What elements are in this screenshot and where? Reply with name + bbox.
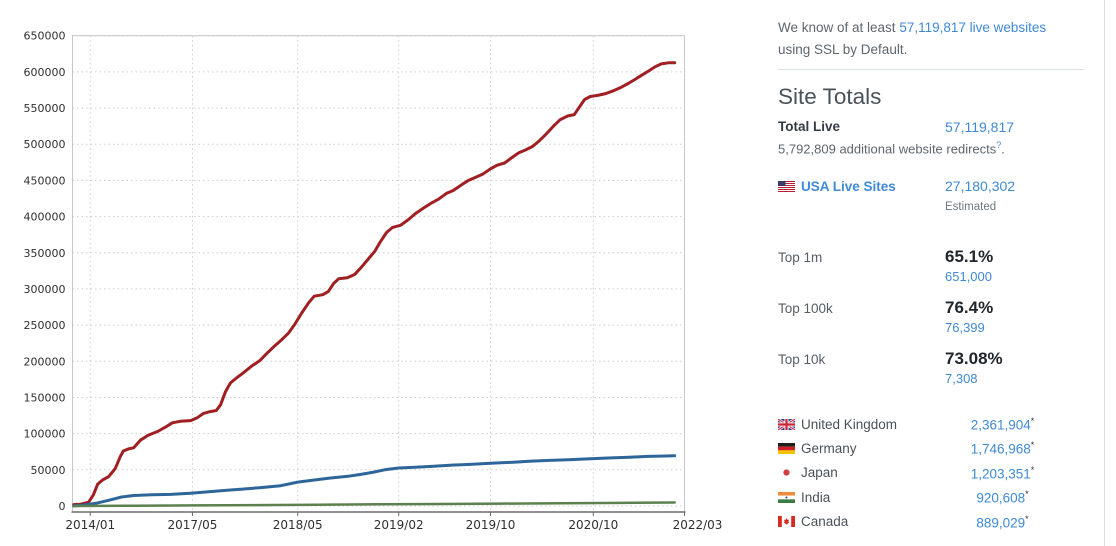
top-1m-percent: 65.1% bbox=[945, 247, 994, 266]
svg-text:150000: 150000 bbox=[24, 392, 66, 405]
total-live-row: Total Live 57,119,817 bbox=[778, 119, 1084, 135]
svg-text:50000: 50000 bbox=[31, 464, 66, 477]
svg-text:2014/01: 2014/01 bbox=[65, 518, 115, 532]
usa-estimated-note: Estimated bbox=[945, 201, 997, 213]
svg-text:600000: 600000 bbox=[24, 66, 66, 79]
country-value-link[interactable]: 889,029 bbox=[976, 515, 1026, 530]
usa-flag-icon bbox=[778, 181, 795, 192]
japan-flag-icon bbox=[778, 467, 795, 479]
svg-text:200000: 200000 bbox=[24, 355, 66, 368]
uk-flag-icon bbox=[778, 418, 795, 430]
country-value-link[interactable]: 1,203,351 bbox=[970, 466, 1031, 482]
top-100k-percent: 76.4% bbox=[945, 298, 994, 317]
top-10k-percent: 73.08% bbox=[945, 349, 1003, 368]
svg-text:100000: 100000 bbox=[24, 428, 66, 441]
svg-text:0: 0 bbox=[59, 500, 66, 513]
live-websites-link[interactable]: 57,119,817 live websites bbox=[899, 20, 1047, 35]
svg-text:250000: 250000 bbox=[24, 319, 66, 332]
country-totals-list: United Kingdom 2,361,904* Germany 1,746,… bbox=[778, 412, 1084, 534]
svg-text:400000: 400000 bbox=[24, 211, 66, 224]
redirects-text: 5,792,809 additional website redirects bbox=[778, 141, 997, 157]
top-100k-count[interactable]: 76,399 bbox=[945, 320, 985, 335]
svg-text:500000: 500000 bbox=[24, 138, 66, 151]
svg-text:300000: 300000 bbox=[24, 283, 66, 296]
redirects-help-link[interactable]: ? bbox=[996, 140, 1002, 150]
country-label: Canada bbox=[801, 514, 849, 530]
site-totals-panel: We know of at least 57,119,817 live webs… bbox=[778, 0, 1086, 546]
svg-text:650000: 650000 bbox=[24, 30, 66, 43]
intro-prefix: We know of at least bbox=[778, 20, 900, 35]
svg-text:550000: 550000 bbox=[24, 102, 66, 115]
page-right-border bbox=[1104, 0, 1105, 546]
intro-sentence: We know of at least 57,119,817 live webs… bbox=[778, 17, 1076, 60]
country-value-link[interactable]: 920,608 bbox=[976, 490, 1026, 506]
country-asterisk: * bbox=[1030, 464, 1035, 475]
country-label: United Kingdom bbox=[801, 416, 898, 432]
svg-text:2022/03: 2022/03 bbox=[673, 518, 723, 532]
country-label: India bbox=[801, 489, 831, 505]
country-row-canada: Canada 889,029* bbox=[778, 510, 1084, 534]
usa-live-sites-value[interactable]: 27,180,302 bbox=[945, 178, 1016, 194]
usa-live-sites-link[interactable]: USA Live Sites bbox=[801, 179, 896, 194]
redirects-note: 5,792,809 additional website redirects?. bbox=[778, 140, 1005, 156]
top-1m-row: Top 1m 65.1% 651,000 bbox=[778, 247, 1084, 286]
top-100k-row: Top 100k 76.4% 76,399 bbox=[778, 298, 1084, 337]
country-asterisk: * bbox=[1025, 513, 1029, 524]
ssl-trend-chart: 2014/01 2017/05 2018/05 2019/02 2019/10 2020/… bbox=[24, 30, 723, 532]
country-label: Japan bbox=[801, 465, 838, 481]
svg-text:2019/02: 2019/02 bbox=[374, 518, 424, 532]
germany-flag-icon bbox=[778, 443, 795, 455]
india-flag-icon bbox=[778, 491, 795, 503]
top-10k-row: Top 10k 73.08% 7,308 bbox=[778, 349, 1084, 388]
svg-text:450000: 450000 bbox=[24, 174, 66, 187]
svg-text:2017/05: 2017/05 bbox=[168, 518, 218, 532]
trend-line-chart-canvas: 2014/01 2017/05 2018/05 2019/02 2019/10 2020/… bbox=[24, 30, 723, 532]
svg-text:2020/10: 2020/10 bbox=[568, 518, 618, 532]
section-divider bbox=[778, 69, 1084, 70]
top-1m-label: Top 1m bbox=[778, 250, 823, 265]
top-1m-count[interactable]: 651,000 bbox=[945, 269, 992, 284]
top-10k-label: Top 10k bbox=[778, 352, 826, 367]
intro-suffix: using SSL by Default. bbox=[778, 41, 908, 57]
canada-flag-icon bbox=[778, 516, 795, 528]
top-10k-count[interactable]: 7,308 bbox=[945, 371, 978, 386]
country-value-link[interactable]: 1,746,968 bbox=[970, 441, 1031, 457]
country-row-india: India 920,608* bbox=[778, 485, 1084, 509]
usa-live-sites-row: USA Live Sites 27,180,302 bbox=[778, 178, 1084, 196]
svg-text:350000: 350000 bbox=[24, 247, 66, 260]
country-value-link[interactable]: 2,361,904 bbox=[970, 417, 1031, 433]
country-label: Germany bbox=[801, 441, 857, 457]
country-asterisk: * bbox=[1030, 440, 1035, 451]
country-asterisk: * bbox=[1030, 415, 1035, 426]
svg-text:2019/10: 2019/10 bbox=[466, 518, 516, 532]
top-100k-label: Top 100k bbox=[778, 301, 833, 316]
redirects-period: . bbox=[1001, 141, 1005, 157]
total-live-label: Total Live bbox=[778, 119, 841, 134]
country-asterisk: * bbox=[1025, 489, 1029, 500]
site-totals-heading: Site Totals bbox=[778, 84, 882, 109]
country-row-germany: Germany 1,746,968* bbox=[778, 436, 1084, 460]
country-row-united-kingdom: United Kingdom 2,361,904* bbox=[778, 412, 1084, 436]
country-row-japan: Japan 1,203,351* bbox=[778, 461, 1084, 485]
svg-text:2018/05: 2018/05 bbox=[273, 518, 323, 532]
total-live-value[interactable]: 57,119,817 bbox=[945, 119, 1015, 135]
